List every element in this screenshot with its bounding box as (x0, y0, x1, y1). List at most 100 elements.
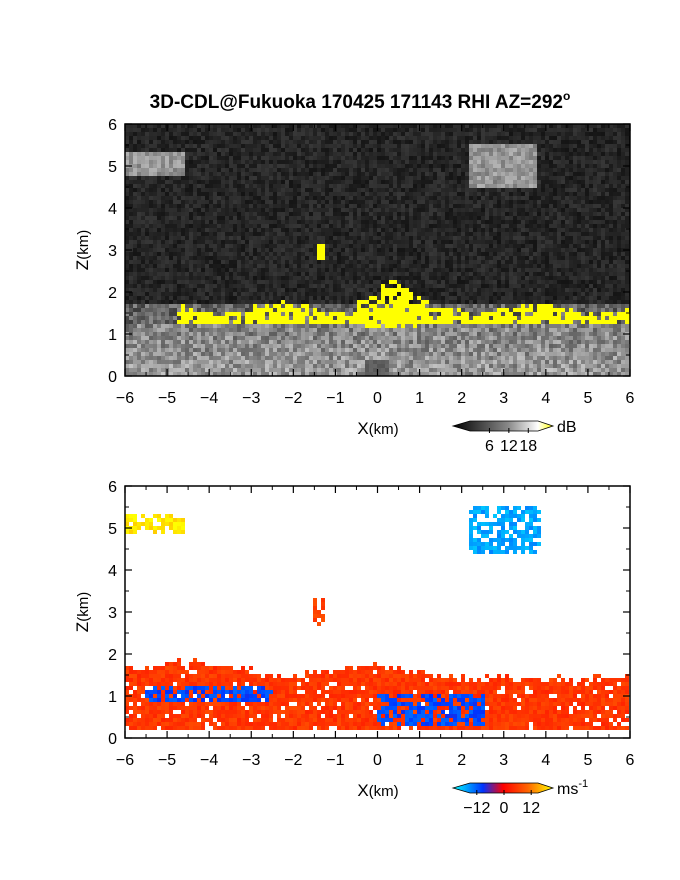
reflectivity-cell (485, 220, 489, 224)
reflectivity-cell (389, 128, 393, 132)
reflectivity-cell (381, 192, 385, 196)
reflectivity-cell (489, 208, 493, 212)
reflectivity-cell (433, 196, 437, 200)
reflectivity-cell (493, 216, 497, 220)
reflectivity-cell (417, 160, 421, 164)
reflectivity-cell (137, 236, 141, 240)
reflectivity-cell (169, 220, 173, 224)
reflectivity-cell (473, 252, 477, 256)
reflectivity-cell (261, 204, 265, 208)
reflectivity-cell (237, 252, 241, 256)
reflectivity-cell (341, 184, 345, 188)
reflectivity-cell (429, 132, 433, 136)
reflectivity-cell (241, 220, 245, 224)
reflectivity-cell (561, 272, 565, 276)
reflectivity-cell (477, 164, 481, 168)
reflectivity-cell (537, 248, 541, 252)
reflectivity-cell (353, 224, 357, 228)
reflectivity-cell (293, 132, 297, 136)
reflectivity-cell (181, 192, 185, 196)
reflectivity-cell (481, 224, 485, 228)
reflectivity-cell (209, 180, 213, 184)
reflectivity-cell (193, 152, 197, 156)
reflectivity-cell (385, 128, 389, 132)
reflectivity-cell (389, 196, 393, 200)
reflectivity-cell (617, 196, 621, 200)
reflectivity-cell (357, 196, 361, 200)
reflectivity-cell (221, 124, 225, 128)
reflectivity-cell (173, 168, 177, 172)
reflectivity-cell (381, 244, 385, 248)
reflectivity-cell (477, 212, 481, 216)
reflectivity-cell (213, 188, 217, 192)
reflectivity-cell (545, 172, 549, 176)
reflectivity-cell (169, 204, 173, 208)
reflectivity-cell (461, 252, 465, 256)
reflectivity-cell (621, 212, 625, 216)
reflectivity-cell (449, 220, 453, 224)
reflectivity-cell (441, 276, 445, 280)
reflectivity-cell (245, 164, 249, 168)
reflectivity-cell (273, 200, 277, 204)
reflectivity-cell (441, 132, 445, 136)
reflectivity-cell (605, 188, 609, 192)
reflectivity-cell (517, 268, 521, 272)
reflectivity-cell (229, 180, 233, 184)
reflectivity-cell (141, 252, 145, 256)
reflectivity-cell (233, 260, 237, 264)
reflectivity-cell (513, 168, 517, 172)
reflectivity-cell (505, 256, 509, 260)
reflectivity-cell (377, 144, 381, 148)
reflectivity-cell (557, 248, 561, 252)
reflectivity-cell (549, 208, 553, 212)
reflectivity-cell (313, 164, 317, 168)
reflectivity-cell (573, 192, 577, 196)
reflectivity-cell (609, 244, 613, 248)
reflectivity-cell (597, 180, 601, 184)
reflectivity-cell (421, 200, 425, 204)
reflectivity-cell (129, 212, 133, 216)
reflectivity-cell (461, 276, 465, 280)
reflectivity-cell (221, 184, 225, 188)
reflectivity-cell (545, 132, 549, 136)
reflectivity-cell (489, 176, 493, 180)
reflectivity-cell (221, 144, 225, 148)
reflectivity-cell (601, 224, 605, 228)
reflectivity-cell (233, 248, 237, 252)
reflectivity-cell (277, 136, 281, 140)
reflectivity-cell (393, 224, 397, 228)
reflectivity-cell (249, 180, 253, 184)
reflectivity-cell (513, 132, 517, 136)
reflectivity-cell (289, 256, 293, 260)
reflectivity-cell (153, 252, 157, 256)
reflectivity-cell (205, 160, 209, 164)
reflectivity-cell (469, 236, 473, 240)
reflectivity-cell (321, 260, 325, 264)
reflectivity-cell (541, 184, 545, 188)
reflectivity-cell (429, 224, 433, 228)
reflectivity-cell (149, 276, 153, 280)
reflectivity-cell (197, 232, 201, 236)
reflectivity-cell (137, 196, 141, 200)
reflectivity-cell (261, 280, 265, 284)
reflectivity-cell (129, 136, 133, 140)
reflectivity-cell (505, 240, 509, 244)
reflectivity-cell (193, 200, 197, 204)
reflectivity-cell (445, 240, 449, 244)
reflectivity-cell (161, 212, 165, 216)
reflectivity-cell (417, 252, 421, 256)
reflectivity-cell (493, 236, 497, 240)
reflectivity-cell (545, 272, 549, 276)
reflectivity-cell (181, 124, 185, 128)
reflectivity-cell (521, 204, 525, 208)
reflectivity-cell (493, 264, 497, 268)
reflectivity-cell (217, 264, 221, 268)
reflectivity-cell (133, 244, 137, 248)
reflectivity-cell (541, 124, 545, 128)
reflectivity-cell (417, 196, 421, 200)
reflectivity-cell (189, 216, 193, 220)
reflectivity-cell (425, 136, 429, 140)
reflectivity-cell (157, 168, 161, 172)
reflectivity-cell (621, 264, 625, 268)
reflectivity-cell (461, 152, 465, 156)
